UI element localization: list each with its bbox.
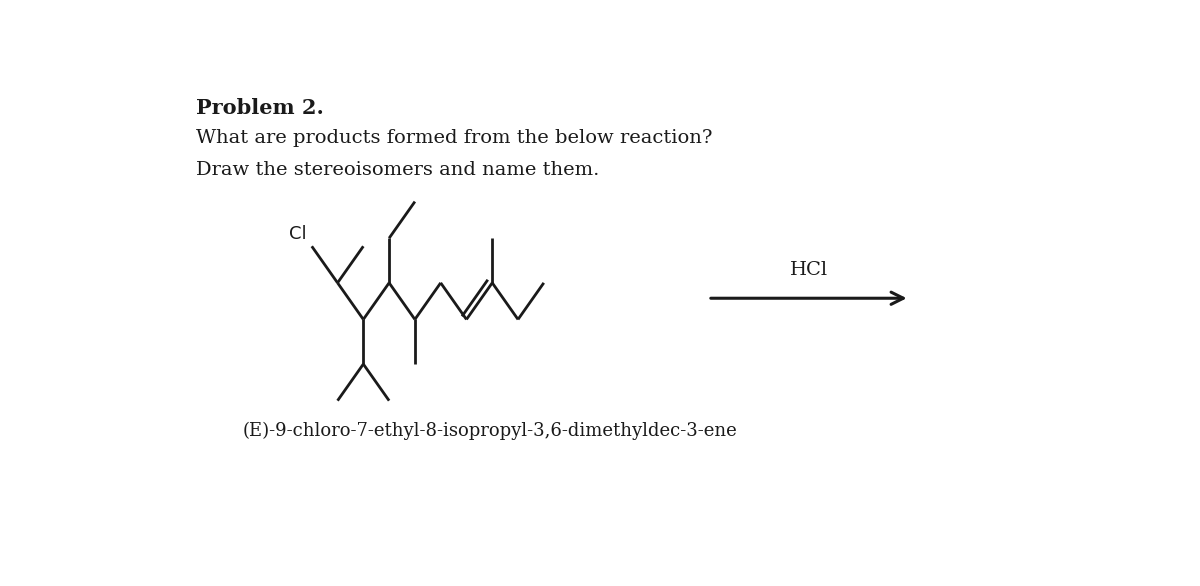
Text: Draw the stereoisomers and name them.: Draw the stereoisomers and name them.: [197, 161, 600, 179]
Text: Problem 2.: Problem 2.: [197, 98, 324, 118]
Text: (E)-9-chloro-7-ethyl-8-isopropyl-3,6-dimethyldec-3-ene: (E)-9-chloro-7-ethyl-8-isopropyl-3,6-dim…: [242, 421, 738, 440]
Text: Cl: Cl: [289, 225, 307, 243]
Text: What are products formed from the below reaction?: What are products formed from the below …: [197, 129, 713, 147]
Text: HCl: HCl: [790, 261, 828, 279]
